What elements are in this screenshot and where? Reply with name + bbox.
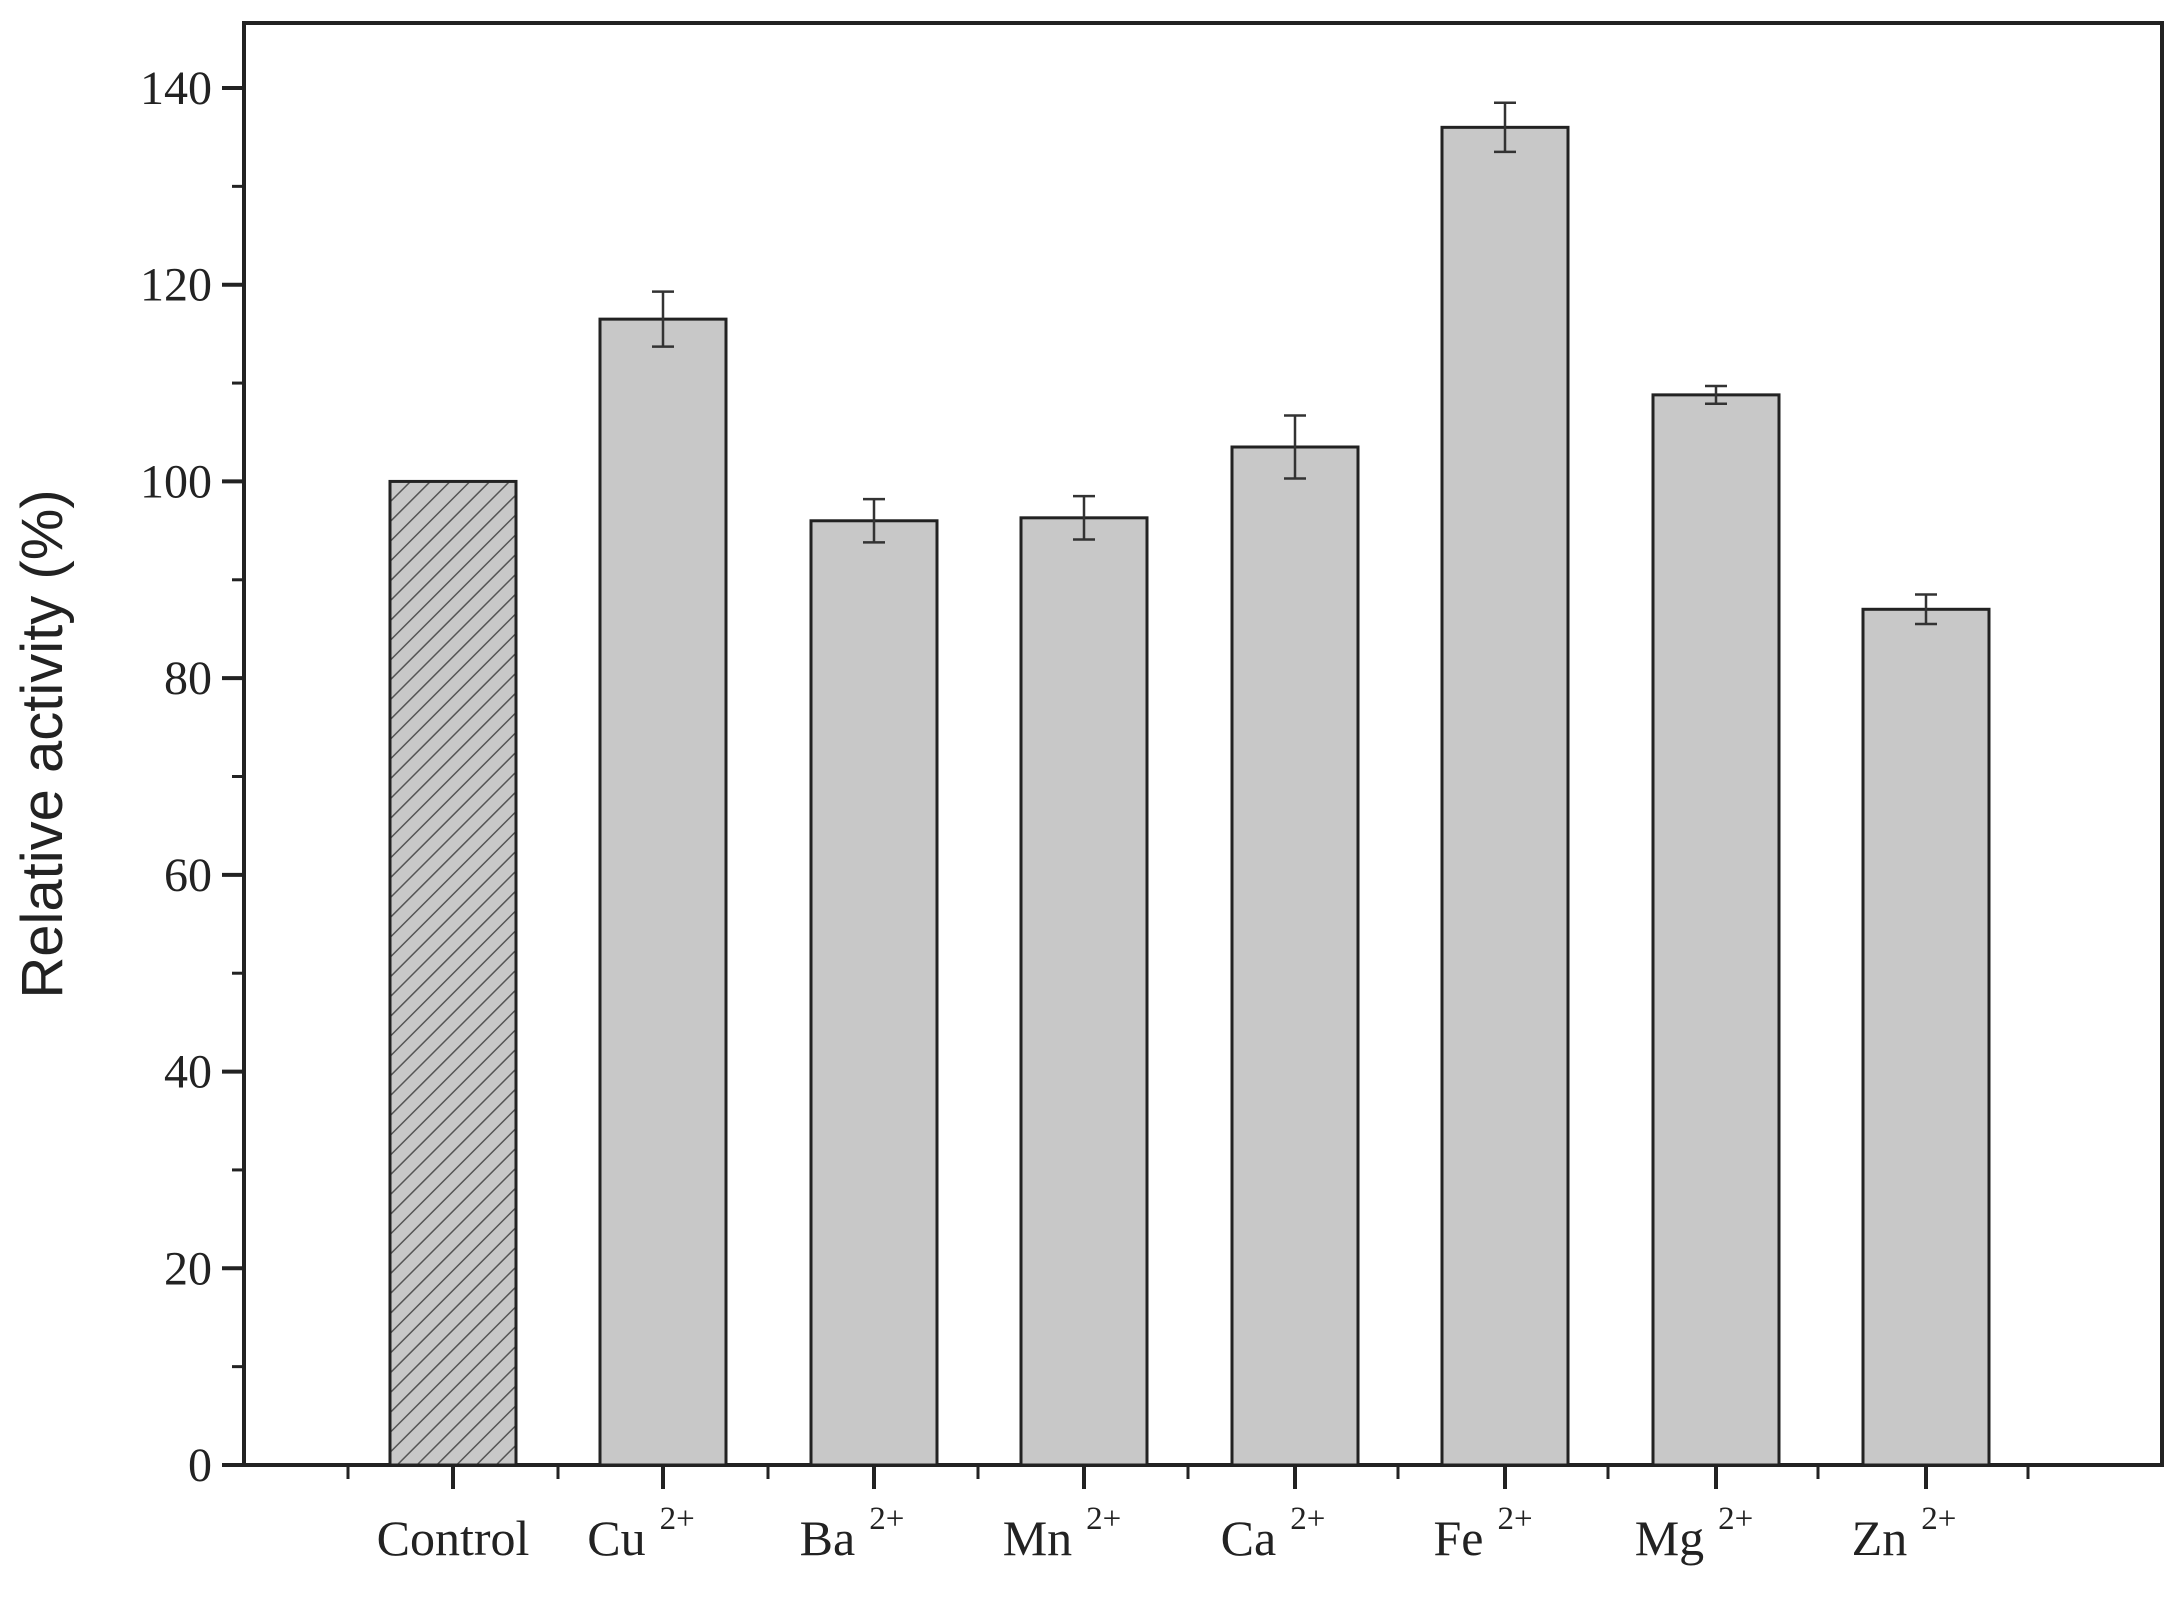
x-tick-label-base: Mn <box>1003 1510 1072 1566</box>
y-axis-title: Relative activity (%) <box>10 489 75 998</box>
x-tick-label-base: Mg <box>1635 1510 1704 1566</box>
y-tick-label: 120 <box>140 259 212 312</box>
bar-fe <box>1440 125 1570 1467</box>
y-tick-label: 60 <box>164 849 212 902</box>
y-tick-label: 20 <box>164 1242 212 1295</box>
bar-ba <box>809 519 939 1467</box>
x-tick-label-superscript: 2+ <box>1290 1501 1325 1537</box>
x-tick-label-superscript: 2+ <box>1086 1501 1121 1537</box>
y-tick-label: 100 <box>140 455 212 508</box>
x-tick-label: Mn 2+ <box>1003 1501 1122 1566</box>
plot-frame <box>242 21 2164 1467</box>
x-tick-label: Fe 2+ <box>1433 1501 1532 1566</box>
x-tick-label: Mg 2+ <box>1635 1501 1754 1566</box>
bar-ca <box>1230 445 1360 1467</box>
x-tick-label-base: Cu <box>587 1510 645 1566</box>
x-tick-label-superscript: 2+ <box>1718 1501 1753 1537</box>
y-tick-label: 40 <box>164 1046 212 1099</box>
error-bars-group <box>652 101 1937 626</box>
x-tick-label-base: Fe <box>1433 1510 1483 1566</box>
x-tick-label-superscript: 2+ <box>1921 1501 1956 1537</box>
x-axis: Control Cu 2+ Ba 2+ Mn 2+ Ca 2+ Fe 2+ Mg 2+ Zn 2+ <box>346 1465 2030 1566</box>
bar-zn <box>1861 607 1991 1467</box>
x-tick-label-base: Zn <box>1852 1510 1908 1566</box>
y-tick-label: 0 <box>188 1439 212 1492</box>
y-axis: 0 20 40 60 80 100 120 140 <box>140 62 244 1492</box>
bar-control <box>388 479 518 1467</box>
bars-group <box>388 125 1991 1467</box>
x-tick-label-base: Control <box>377 1510 530 1566</box>
y-tick-label: 80 <box>164 652 212 705</box>
x-tick-label-superscript: 2+ <box>1497 1501 1532 1537</box>
x-tick-label-base: Ca <box>1221 1510 1277 1566</box>
x-tick-label: Control <box>377 1510 530 1566</box>
bar-mn <box>1019 516 1149 1467</box>
x-tick-label: Ba 2+ <box>800 1501 905 1566</box>
x-tick-label-base: Ba <box>800 1510 856 1566</box>
x-tick-label: Ca 2+ <box>1221 1501 1326 1566</box>
bar-mg <box>1651 393 1781 1467</box>
x-tick-label: Zn 2+ <box>1852 1501 1957 1566</box>
x-tick-label-superscript: 2+ <box>869 1501 904 1537</box>
y-tick-label: 140 <box>140 62 212 115</box>
x-tick-label: Cu 2+ <box>587 1501 694 1566</box>
x-tick-label-superscript: 2+ <box>660 1501 695 1537</box>
bar-cu <box>598 317 728 1467</box>
